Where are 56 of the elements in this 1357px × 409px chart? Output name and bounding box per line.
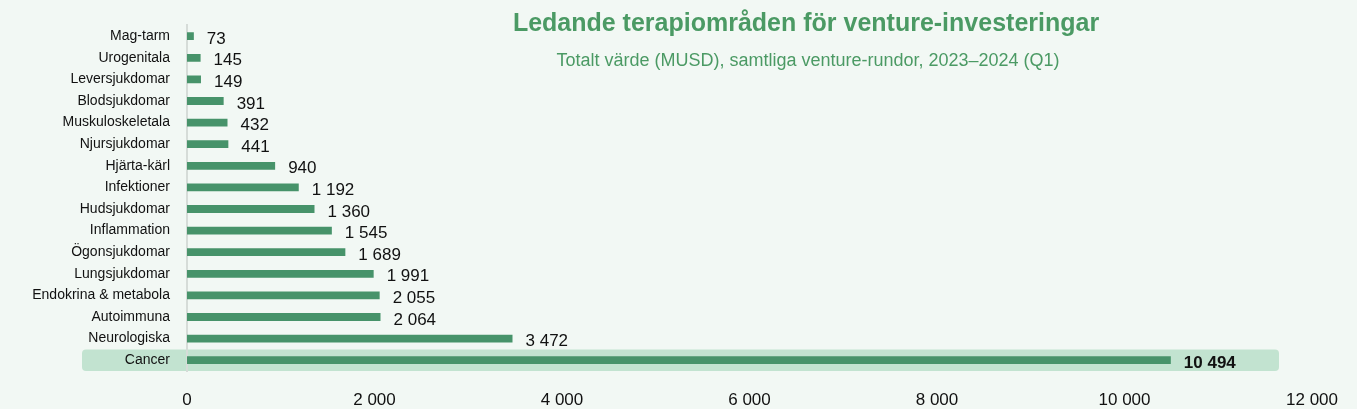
bar	[187, 140, 229, 149]
bar	[187, 183, 299, 192]
x-tick-label: 2 000	[353, 389, 396, 409]
y-tick-label: Neurologiska	[88, 329, 171, 346]
x-tick-label: 6 000	[728, 389, 771, 409]
data-label: 149	[213, 72, 243, 92]
y-tick-label: Inflammation	[89, 221, 170, 238]
data-label: 1 991	[386, 266, 430, 286]
y-tick-label: Urogenitala	[98, 48, 171, 65]
y-tick-label: Infektioner	[104, 178, 171, 195]
data-label: 3 472	[525, 331, 569, 351]
data-label: 1 689	[358, 244, 401, 264]
data-label: 1 192	[311, 180, 355, 200]
y-tick-label: Autoimmuna	[91, 307, 171, 324]
x-tick-label: 8 000	[915, 389, 959, 409]
text: Totalt värde (MUSD), samtliga venture-rundor, 2023–2024 (Q1)	[556, 50, 1060, 70]
data-label: 145	[213, 50, 242, 70]
data-label: 73	[206, 28, 226, 48]
data-label: 2 055	[392, 288, 436, 308]
y-tick-label: Hudsjukdomar	[79, 199, 171, 216]
data-label: 391	[236, 93, 266, 113]
x-tick-label: 4 000	[540, 389, 584, 409]
y-tick-label: Njursjukdomar	[79, 135, 171, 152]
y-tick-label: Mag-tarm	[110, 27, 170, 44]
data-label: 1 545	[344, 223, 388, 243]
bar	[187, 334, 513, 343]
bar	[187, 248, 346, 257]
y-tick-label: Ögonsjukdomar	[71, 242, 171, 260]
y-tick-label: Lungsjukdomar	[74, 264, 171, 281]
y-tick-label: Blodsjukdomar	[77, 91, 171, 108]
bar	[187, 291, 380, 300]
bar	[187, 226, 332, 235]
data-label: 432	[240, 115, 269, 135]
y-tick-label: Cancer	[124, 351, 171, 368]
data-label: 940	[288, 158, 317, 178]
data-label: 1 360	[327, 201, 371, 221]
x-tick-label: 0	[182, 389, 192, 409]
y-tick-label: Muskuloskeletala	[62, 113, 171, 130]
y-tick-label: Hjärta-kärl	[105, 156, 170, 173]
data-label: 2 064	[393, 309, 437, 329]
bar	[187, 75, 201, 84]
y-tick-label: Leversjukdomar	[70, 70, 171, 87]
bar	[187, 161, 276, 170]
bar	[187, 269, 374, 278]
bar	[187, 313, 381, 321]
x-tick-label: 10 000	[1098, 389, 1151, 409]
bar	[187, 53, 201, 62]
y-tick-label: Endokrina & metabola	[32, 286, 171, 303]
data-label: 441	[241, 136, 270, 156]
bar	[187, 97, 224, 105]
bar	[187, 205, 315, 213]
chart-title: Ledande terapiområden för venture-investeringar	[512, 8, 1100, 36]
data-label: 10 494	[1183, 352, 1237, 372]
x-tick-label: 12 000	[1286, 389, 1338, 409]
bar	[187, 32, 194, 41]
bar	[187, 118, 228, 127]
